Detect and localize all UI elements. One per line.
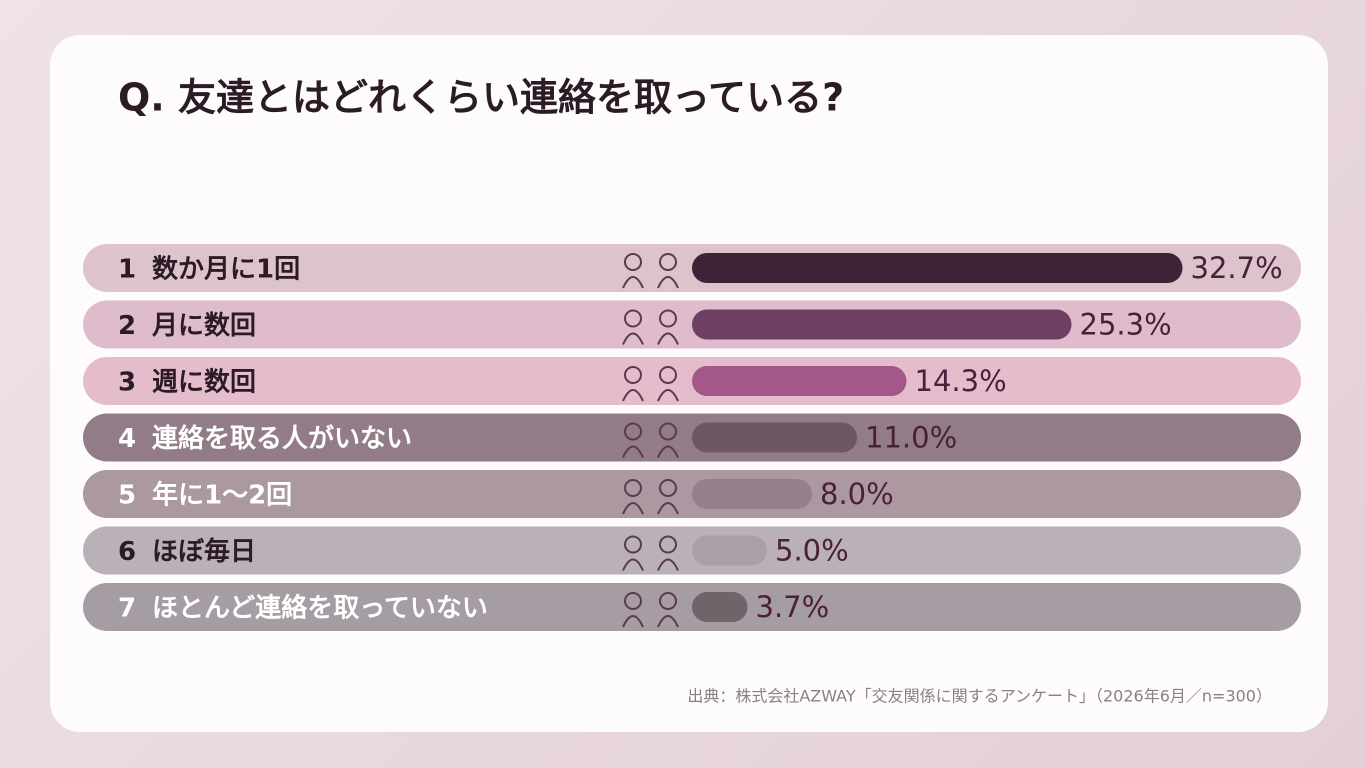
icon-person (624, 479, 642, 497)
icon-person (624, 535, 642, 554)
rank: 1 (118, 255, 136, 285)
bar (692, 309, 1072, 340)
category-label: ほとんど連絡を取っていない (152, 593, 488, 624)
rank: 3 (118, 368, 136, 398)
category-label: 連絡を取る人がいない (152, 423, 412, 454)
icon-person (659, 535, 677, 554)
icon-person (624, 253, 642, 271)
icon-person (659, 422, 677, 441)
bar (692, 479, 812, 509)
category-label: 数か月に1回 (152, 255, 300, 285)
icon-body (622, 615, 679, 628)
icon-body (622, 502, 679, 515)
icon-body (622, 445, 679, 458)
bar (692, 422, 857, 453)
value-label: 11.0% (865, 421, 957, 455)
icon-body (622, 558, 679, 571)
bar (692, 592, 748, 622)
category-label: ほぼ毎日 (152, 537, 256, 567)
icon-person (659, 592, 677, 610)
icon-person (659, 479, 677, 497)
value-label: 5.0% (775, 534, 849, 568)
bar (692, 253, 1183, 283)
category-label: 週に数回 (152, 368, 256, 398)
value-label: 25.3% (1080, 308, 1172, 342)
category-label: 年に1〜2回 (152, 480, 292, 511)
rank: 4 (118, 424, 136, 454)
chart-title: Q. 友達とはどれくらい連絡を取っている? (118, 76, 844, 120)
icon-body (622, 332, 679, 345)
rank: 7 (118, 594, 136, 624)
bar (692, 366, 907, 396)
value-label: 14.3% (915, 364, 1007, 398)
icon-body (622, 389, 679, 402)
icon-person (624, 422, 642, 441)
icon-person (624, 592, 642, 610)
value-label: 3.7% (756, 590, 830, 624)
icon-person (659, 309, 677, 328)
source-note: 出典：株式会社AZWAY「交友関係に関するアンケート」（2026年6月／n=30… (687, 687, 1272, 706)
icon-person (659, 253, 677, 271)
bar (692, 535, 767, 566)
icon-body (622, 276, 679, 289)
icon-person (624, 309, 642, 328)
icon-person (624, 366, 642, 384)
rank: 2 (118, 311, 136, 341)
rank: 5 (118, 481, 136, 511)
category-label: 月に数回 (151, 311, 256, 341)
rank: 6 (118, 537, 136, 567)
value-label: 32.7% (1191, 251, 1283, 285)
value-label: 8.0% (820, 477, 894, 511)
icon-person (659, 366, 677, 384)
